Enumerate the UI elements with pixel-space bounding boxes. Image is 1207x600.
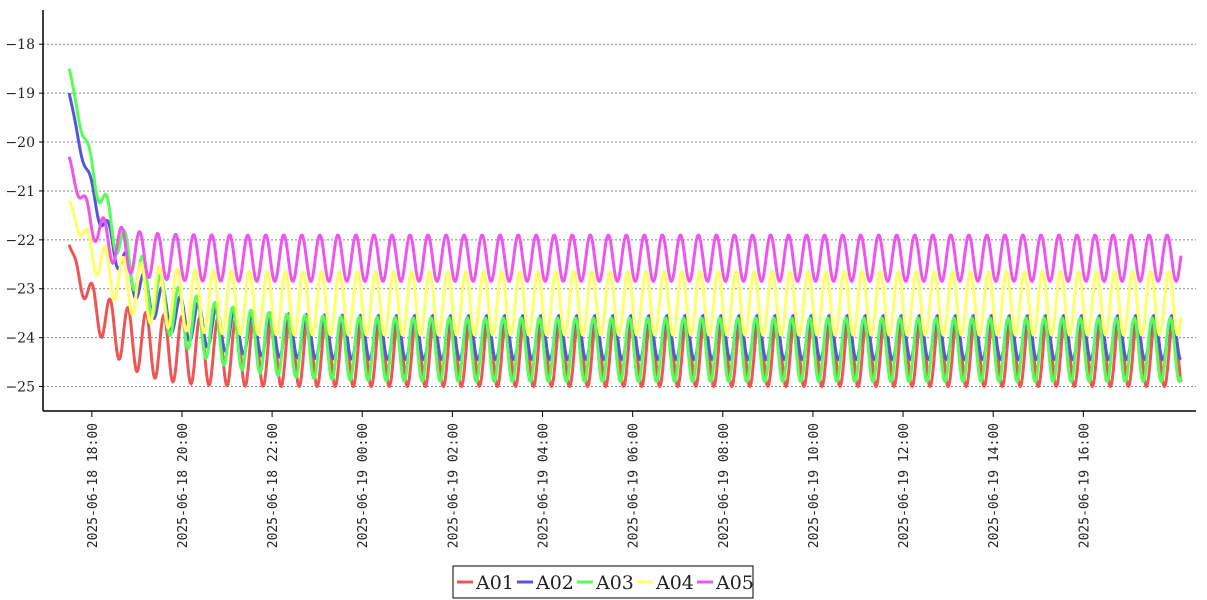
x-tick-label: 2025-06-19 00:00 [356, 423, 371, 548]
y-tick-label: −24 [5, 331, 35, 347]
series-lines [67, 68, 1183, 388]
x-tick-label: 2025-06-19 06:00 [627, 423, 642, 548]
y-axis-ticks: −18 −19 −20 −21 −22 −23 −24 −25 [5, 37, 43, 396]
y-tick-label: −23 [5, 282, 35, 298]
legend-label-a01: A01 [475, 572, 514, 594]
y-tick-label: −19 [5, 86, 35, 102]
x-tick-label: 2025-06-19 14:00 [987, 423, 1002, 548]
x-tick-label: 2025-06-18 18:00 [86, 423, 101, 548]
x-tick-label: 2025-06-19 04:00 [537, 423, 552, 548]
legend-label-a05: A05 [715, 572, 754, 594]
legend-label-a02: A02 [535, 572, 574, 594]
y-tick-label: −25 [5, 380, 35, 396]
x-tick-label: 2025-06-19 10:00 [807, 423, 822, 548]
x-tick-label: 2025-06-18 20:00 [176, 423, 191, 548]
legend-label-a04: A04 [655, 572, 694, 594]
x-axis-ticks: 2025-06-18 18:00 2025-06-18 20:00 2025-06-… [86, 411, 1092, 548]
x-tick-label: 2025-06-19 02:00 [446, 423, 461, 548]
y-tick-label: −21 [5, 184, 35, 200]
legend-label-a03: A03 [595, 572, 634, 594]
y-tick-label: −18 [5, 37, 35, 53]
x-tick-label: 2025-06-18 22:00 [266, 423, 281, 548]
x-tick-label: 2025-06-19 16:00 [1077, 423, 1092, 548]
series-line-a03 [67, 68, 1183, 384]
x-tick-label: 2025-06-19 12:00 [897, 423, 912, 548]
series-line-a05 [67, 156, 1183, 283]
y-tick-label: −20 [5, 135, 35, 151]
legend: A01 A02 A03 A04 A05 [452, 565, 754, 599]
series-line-a04 [67, 200, 1183, 337]
y-tick-label: −22 [5, 233, 35, 249]
x-tick-label: 2025-06-19 08:00 [717, 423, 732, 548]
